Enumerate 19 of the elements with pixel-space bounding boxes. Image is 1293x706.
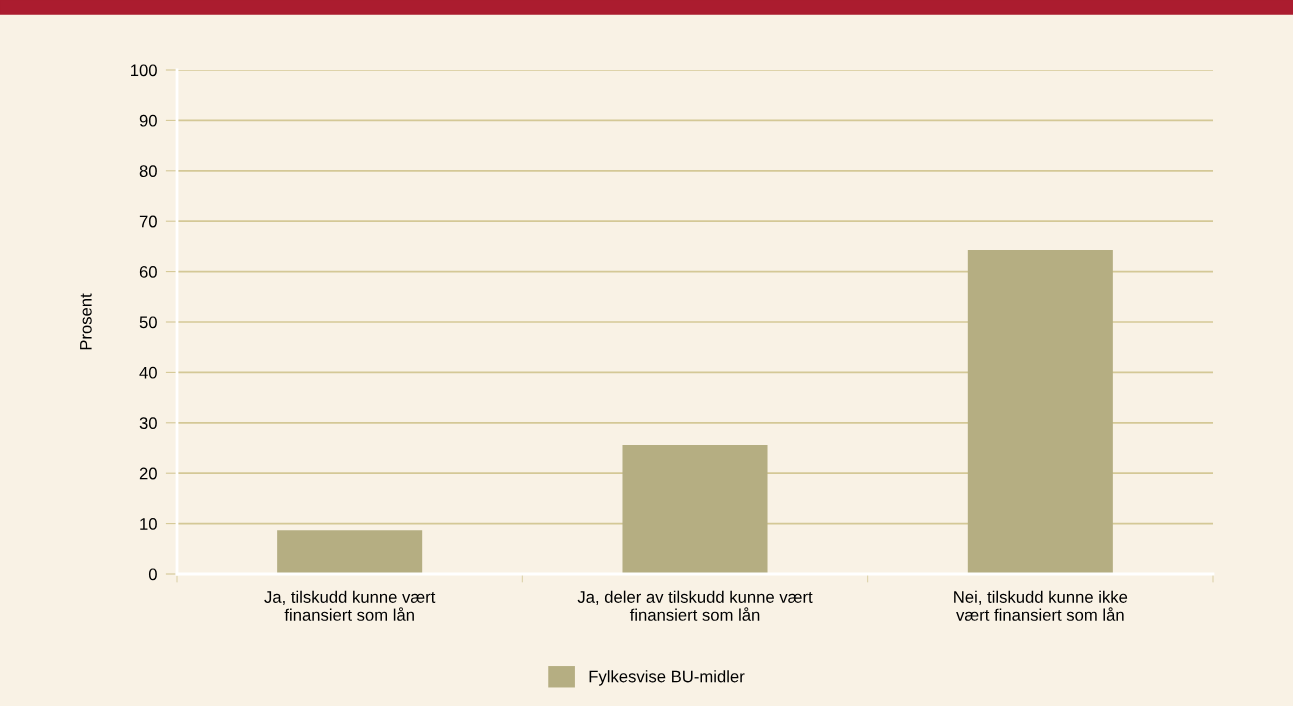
y-tick-label: 10 [140, 518, 157, 530]
bar [277, 530, 423, 574]
y-tick-label: 20 [139, 467, 157, 480]
bar [967, 249, 1113, 574]
y-axis-title: Prosent [80, 293, 92, 350]
y-tick-label: 40 [139, 366, 157, 379]
y-tick-label: 60 [139, 266, 157, 278]
bar [622, 444, 768, 574]
x-tick-label: Nei, tilskudd kunne ikke vært finansiert som lån [954, 590, 1128, 621]
y-tick-label: 30 [139, 417, 157, 429]
y-tick-label: 90 [139, 114, 157, 127]
y-tick-label: 80 [139, 165, 157, 177]
y-tick-label: 100 [131, 64, 157, 77]
y-tick-label: 0 [148, 568, 157, 581]
y-tick-label: 50 [139, 316, 157, 329]
x-tick-label: Ja, deler av tilskudd kunne vært finansiert som lån [577, 590, 813, 621]
y-tick-label: 70 [139, 215, 157, 228]
x-tick-label: Ja, tilskudd kunne vært finansiert som lån [264, 590, 436, 621]
legend-label: Fylkesvise BU-midler [589, 670, 745, 686]
